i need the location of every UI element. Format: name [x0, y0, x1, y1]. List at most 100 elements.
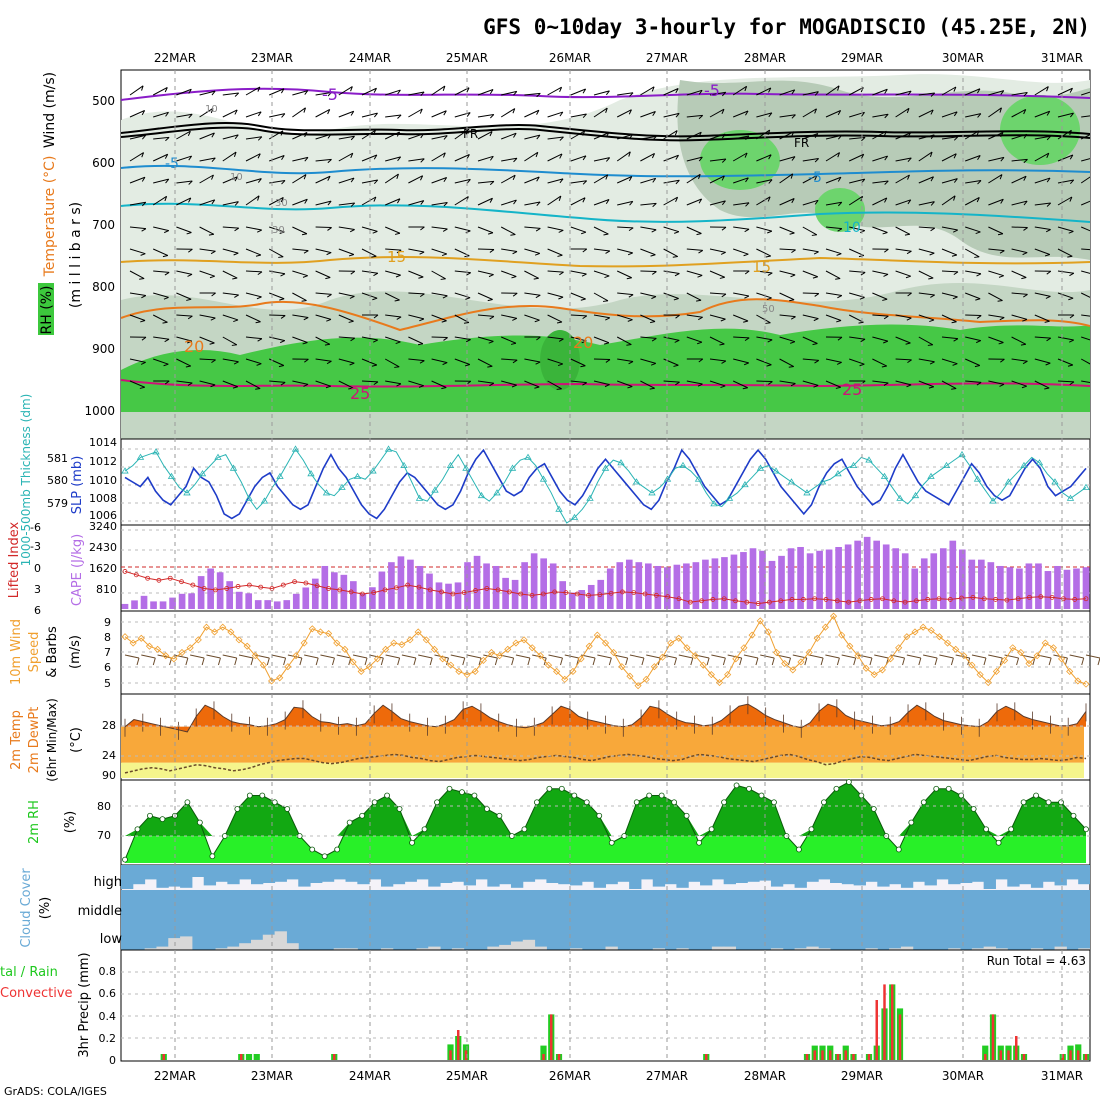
wind-barb [454, 292, 471, 299]
wind-speed-point [675, 634, 683, 642]
cloud-high-bar [688, 865, 701, 882]
wind-barb [686, 131, 702, 140]
wind-barb-flag [162, 255, 168, 258]
wind-barb-flag [814, 293, 820, 297]
cloud-low-bar [345, 948, 358, 950]
cloud-high-bar [262, 865, 276, 883]
wind-barb [570, 314, 587, 317]
rh-ylabel: 2m RH [27, 800, 42, 844]
cape-bar [683, 563, 690, 609]
wind-barb-flag [278, 256, 284, 258]
wind-barb-flag [743, 253, 749, 257]
wind-barb-flag [837, 152, 841, 158]
tick-label: 3 [34, 583, 41, 596]
li-point [416, 584, 422, 590]
wind-barb-flag [674, 657, 677, 666]
wind-barb [548, 654, 563, 659]
wind-barb-flag [835, 386, 841, 389]
li-point [608, 590, 614, 596]
wind-barb [895, 226, 911, 235]
wind-barb-flag [837, 201, 843, 207]
wind-barb-flag [188, 248, 193, 253]
wind-barb-flag [372, 230, 378, 234]
wind-barb [629, 654, 645, 659]
wind-barb [454, 178, 471, 184]
wind-barb [245, 153, 261, 162]
wind-speed-point [487, 648, 496, 657]
wind-barb-flag [952, 229, 958, 233]
wind-ylabel-unit: (m/s) [68, 635, 83, 669]
wind-barb-flag [791, 89, 796, 95]
wind-barb-flag [556, 321, 563, 324]
wind-barb-flag [1044, 253, 1050, 257]
rh-point [421, 826, 428, 833]
date-label: 23MAR [251, 1069, 293, 1083]
wind-barb-flag [442, 228, 448, 232]
wind-barb-flag [257, 195, 260, 201]
wind-barb-flag [1046, 135, 1051, 141]
wind-barb-flag [140, 361, 146, 365]
wind-barb [593, 270, 610, 277]
wind-barb-flag [278, 365, 284, 368]
thickness-point [570, 513, 579, 520]
wind-barb-flag [557, 363, 563, 367]
wind-barb [756, 248, 771, 257]
cloud-high-bar [132, 865, 146, 885]
precip-conv-bar [821, 1050, 824, 1060]
wind-barb [385, 654, 400, 659]
wind-speed-point [878, 666, 886, 674]
cloud-mid-bar [806, 890, 819, 915]
dewpoint-fill [121, 762, 1084, 778]
thick-ylabel: 1000-500mb Thickness (dm) [19, 394, 33, 567]
wind-barb-flag [164, 271, 170, 276]
li-point [348, 589, 354, 595]
wind-barb-flag [1023, 109, 1027, 115]
wind-speed-point [406, 636, 414, 644]
wind-speed-point [1009, 644, 1017, 652]
li-point [1038, 594, 1044, 600]
wind-barb-flag [234, 92, 240, 97]
wind-barb [1034, 177, 1051, 184]
wind-barb-flag [1000, 199, 1004, 204]
li-point [303, 580, 309, 586]
wind-speed-point [748, 631, 756, 639]
wind-barb [501, 336, 517, 344]
wind-barb-flag [977, 113, 982, 118]
cloud-mid-bar [723, 890, 736, 915]
li-point [1049, 594, 1055, 600]
wind-barb-flag [627, 319, 633, 322]
wind-barb [129, 176, 146, 184]
wind-barb-flag [791, 114, 796, 119]
wind-barb-flag [582, 130, 586, 136]
upper-y-axis: 500 600 700 800 900 1000 [84, 94, 115, 418]
wind-barb-flag [907, 90, 912, 96]
wind-barb [709, 200, 726, 206]
wind-barb [593, 90, 610, 96]
wind-barb-flag [1048, 657, 1052, 666]
wind-barb-flag [136, 657, 140, 666]
wind-speed-point [219, 623, 227, 631]
wind-barb-flag [626, 277, 632, 280]
wind-speed-point [724, 671, 732, 679]
wind-barb-flag [233, 252, 239, 256]
wind-speed-point [1049, 644, 1057, 652]
wind-barb-flag [1046, 153, 1050, 159]
wind-barb [1081, 336, 1090, 341]
wind-barb-flag [976, 88, 981, 94]
cape-bar [140, 595, 148, 609]
tick-label: 9 [104, 616, 111, 629]
wind-barb-flag [627, 252, 633, 256]
wind-speed-point [178, 648, 186, 657]
wind-barb [939, 654, 954, 659]
wind-barb [570, 180, 587, 184]
contour-label: 15 [387, 248, 406, 266]
wind-barb-flag [837, 228, 843, 232]
wind-barb [408, 380, 424, 387]
wind-barb-flag [152, 657, 156, 666]
tick-label: 1012 [89, 455, 117, 468]
wind-barb [547, 270, 564, 273]
wind-barb-flag [744, 337, 750, 342]
wind-barb-flag [233, 319, 239, 323]
rh-point [945, 785, 952, 792]
wind-barb-flag [602, 300, 609, 302]
